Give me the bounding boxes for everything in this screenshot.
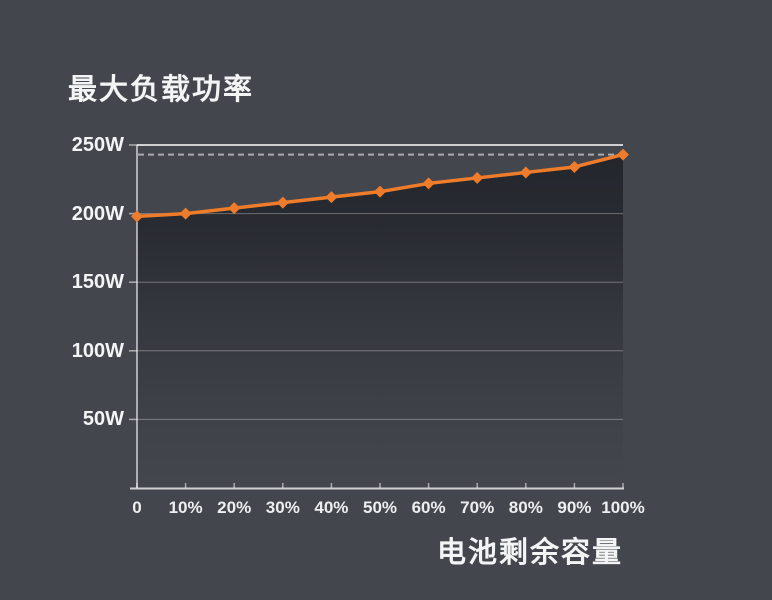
data-point-marker — [228, 202, 241, 215]
x-tick-label-10%: 10% — [168, 498, 203, 517]
y-tick-label-250W: 250W — [71, 134, 124, 156]
x-tick-label-80%: 80% — [508, 498, 543, 517]
x-tick-label-70%: 70% — [460, 498, 495, 517]
x-tick-label-50%: 50% — [362, 498, 398, 517]
data-point-marker — [374, 185, 386, 198]
axes-layer — [129, 144, 624, 490]
data-point-marker — [617, 148, 629, 161]
data-point-marker — [519, 166, 532, 179]
line-series-layer — [131, 148, 629, 223]
data-point-marker — [568, 160, 581, 173]
x-axis-title: 电池剩余容量 — [436, 537, 623, 569]
y-tick-label-150W: 150W — [71, 271, 124, 294]
y-tick-label-200W: 200W — [71, 202, 124, 225]
data-point-marker — [471, 171, 484, 184]
data-point-marker — [179, 207, 192, 220]
chart-title: 最大负载功率 — [68, 74, 255, 106]
gridlines-layer — [137, 144, 623, 420]
x-tick-label-0: 0 — [132, 498, 142, 517]
data-point-marker — [276, 196, 289, 209]
x-tick-label-60%: 60% — [411, 498, 446, 517]
area-fill — [137, 154, 623, 488]
x-tick-label-90%: 90% — [557, 498, 592, 517]
data-point-marker — [131, 210, 143, 223]
y-tick-label-100W: 100W — [71, 339, 124, 362]
x-tick-label-100%: 100% — [601, 498, 645, 517]
data-point-marker — [325, 191, 338, 204]
x-tick-label-40%: 40% — [314, 498, 349, 517]
y-tick-label-50W: 50W — [82, 408, 124, 431]
area-fill-layer — [137, 154, 623, 488]
x-tick-label-20%: 20% — [217, 498, 252, 517]
data-point-marker — [422, 177, 435, 190]
x-tick-label-30%: 30% — [265, 498, 300, 517]
